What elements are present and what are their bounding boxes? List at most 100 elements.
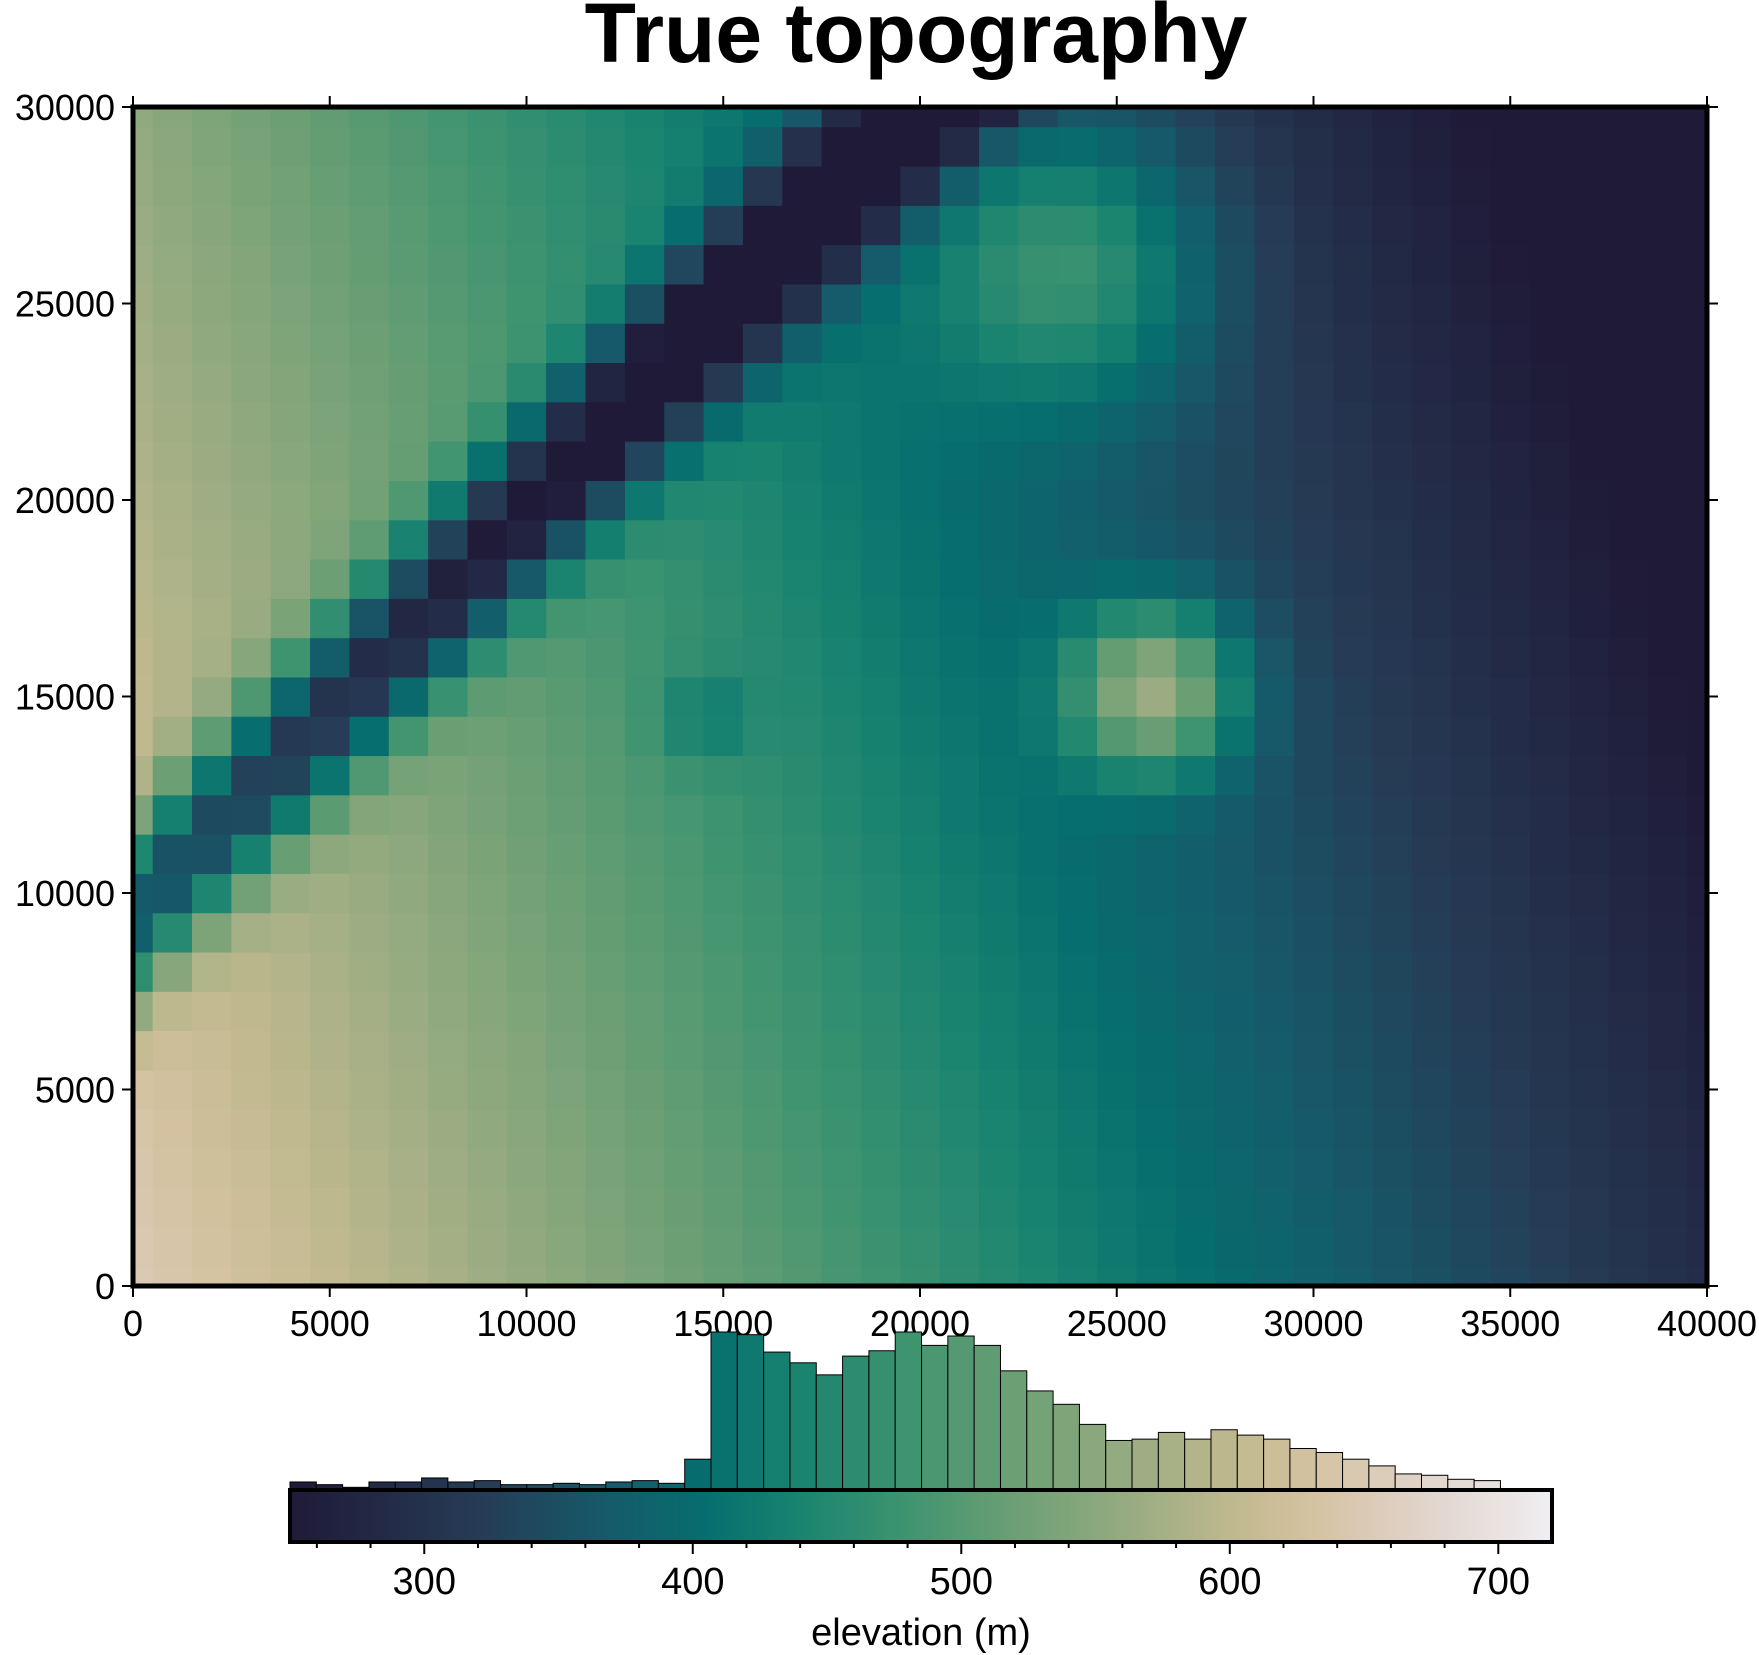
histogram-bar (1394, 1473, 1422, 1491)
heatmap-cell (979, 441, 1019, 481)
heatmap-cell (1293, 1030, 1334, 1071)
heatmap-cell (388, 873, 429, 914)
heatmap-cell (1687, 205, 1708, 246)
heatmap-cell (1687, 401, 1708, 442)
heatmap-cell (939, 205, 980, 246)
heatmap-cell (979, 244, 1019, 285)
heatmap-cell (1175, 873, 1216, 914)
heatmap-cell (939, 1187, 980, 1228)
histogram-bar (973, 1344, 1001, 1491)
heatmap-cell (1687, 1109, 1708, 1150)
heatmap-cell (133, 834, 154, 874)
heatmap-cell (1097, 558, 1138, 599)
heatmap-cell (1451, 480, 1492, 521)
heatmap-cell (192, 716, 232, 757)
heatmap-cell (979, 323, 1019, 364)
heatmap-cell (1333, 637, 1374, 678)
heatmap-cell (1647, 598, 1688, 639)
heatmap-cell (1372, 637, 1413, 678)
heatmap-cell (388, 323, 429, 364)
heatmap-cell (192, 873, 232, 914)
heatmap-cell (1451, 401, 1492, 442)
y-tick-label: 15000 (15, 677, 115, 718)
heatmap-cell (1333, 1266, 1374, 1287)
heatmap-cell (152, 716, 193, 757)
heatmap-cell (270, 1148, 311, 1189)
heatmap-cell (585, 362, 626, 403)
heatmap-cell (152, 676, 193, 717)
heatmap-cell (133, 323, 154, 364)
heatmap-cell (1372, 107, 1413, 128)
heatmap-cell (1333, 362, 1374, 403)
heatmap-cell (1333, 676, 1374, 717)
heatmap-cell (1372, 755, 1413, 796)
heatmap-cell (782, 912, 823, 953)
heatmap-cell (1175, 1069, 1216, 1110)
heatmap-cell (192, 1266, 232, 1287)
heatmap-cell (1529, 912, 1570, 953)
heatmap-cell (349, 1266, 390, 1287)
heatmap-cell (428, 244, 469, 285)
heatmap-cell (624, 1266, 665, 1287)
heatmap-cell (1215, 519, 1256, 560)
heatmap-cell (624, 676, 665, 717)
heatmap-cell (1687, 1069, 1708, 1110)
heatmap-cell (979, 1030, 1019, 1071)
heatmap-cell (703, 1227, 744, 1267)
heatmap-cell (900, 1266, 941, 1287)
heatmap-cell (1175, 716, 1216, 757)
heatmap-cell (1215, 244, 1256, 285)
heatmap-cell (1175, 323, 1216, 364)
heatmap-cell (152, 519, 193, 560)
heatmap-cell (1529, 441, 1570, 481)
heatmap-cell (1490, 794, 1531, 835)
heatmap-cell (1057, 283, 1098, 324)
heatmap-cell (1018, 1030, 1059, 1071)
heatmap-cell (1018, 519, 1059, 560)
heatmap-cell (821, 323, 862, 364)
heatmap-cell (1608, 244, 1649, 285)
heatmap-cell (1687, 283, 1708, 324)
heatmap-cell (388, 558, 429, 599)
heatmap-cell (1451, 126, 1492, 167)
histogram-bar (789, 1362, 817, 1491)
heatmap-cell (1136, 991, 1177, 1032)
heatmap-cell (388, 716, 429, 757)
heatmap-cell (192, 323, 232, 364)
heatmap-cell (546, 912, 587, 953)
heatmap-cell (782, 165, 823, 206)
heatmap-cell (388, 165, 429, 206)
heatmap-cell (1057, 441, 1098, 481)
histogram-bar (736, 1334, 765, 1491)
heatmap-cell (152, 1266, 193, 1287)
heatmap-cell (1175, 1030, 1216, 1071)
heatmap-cell (900, 1069, 941, 1110)
heatmap-cell (270, 676, 311, 717)
heatmap-cell (821, 401, 862, 442)
heatmap-cell (703, 716, 744, 757)
heatmap-cell (1293, 480, 1334, 521)
heatmap-cell (231, 480, 272, 521)
heatmap-cell (310, 519, 351, 560)
heatmap-cell (979, 480, 1019, 521)
heatmap-cell (1647, 323, 1688, 364)
heatmap-cell (546, 951, 587, 992)
heatmap-cell (979, 912, 1019, 953)
heatmap-cell (1057, 126, 1098, 167)
heatmap-cell (860, 205, 901, 246)
heatmap-cell (349, 107, 390, 128)
heatmap-cell (1097, 283, 1138, 324)
heatmap-cell (782, 1187, 823, 1228)
heatmap-cell (133, 1227, 154, 1267)
heatmap-cell (1687, 1266, 1708, 1287)
heatmap-cell (782, 283, 823, 324)
heatmap-cell (1254, 126, 1295, 167)
heatmap-cell (467, 1069, 508, 1110)
heatmap-cell (1254, 794, 1295, 835)
heatmap-cell (546, 165, 587, 206)
heatmap-cell (428, 1109, 469, 1150)
histogram-bar (1131, 1438, 1159, 1491)
heatmap-cell (1687, 323, 1708, 364)
heatmap-cell (310, 991, 351, 1032)
heatmap-cell (1569, 519, 1610, 560)
